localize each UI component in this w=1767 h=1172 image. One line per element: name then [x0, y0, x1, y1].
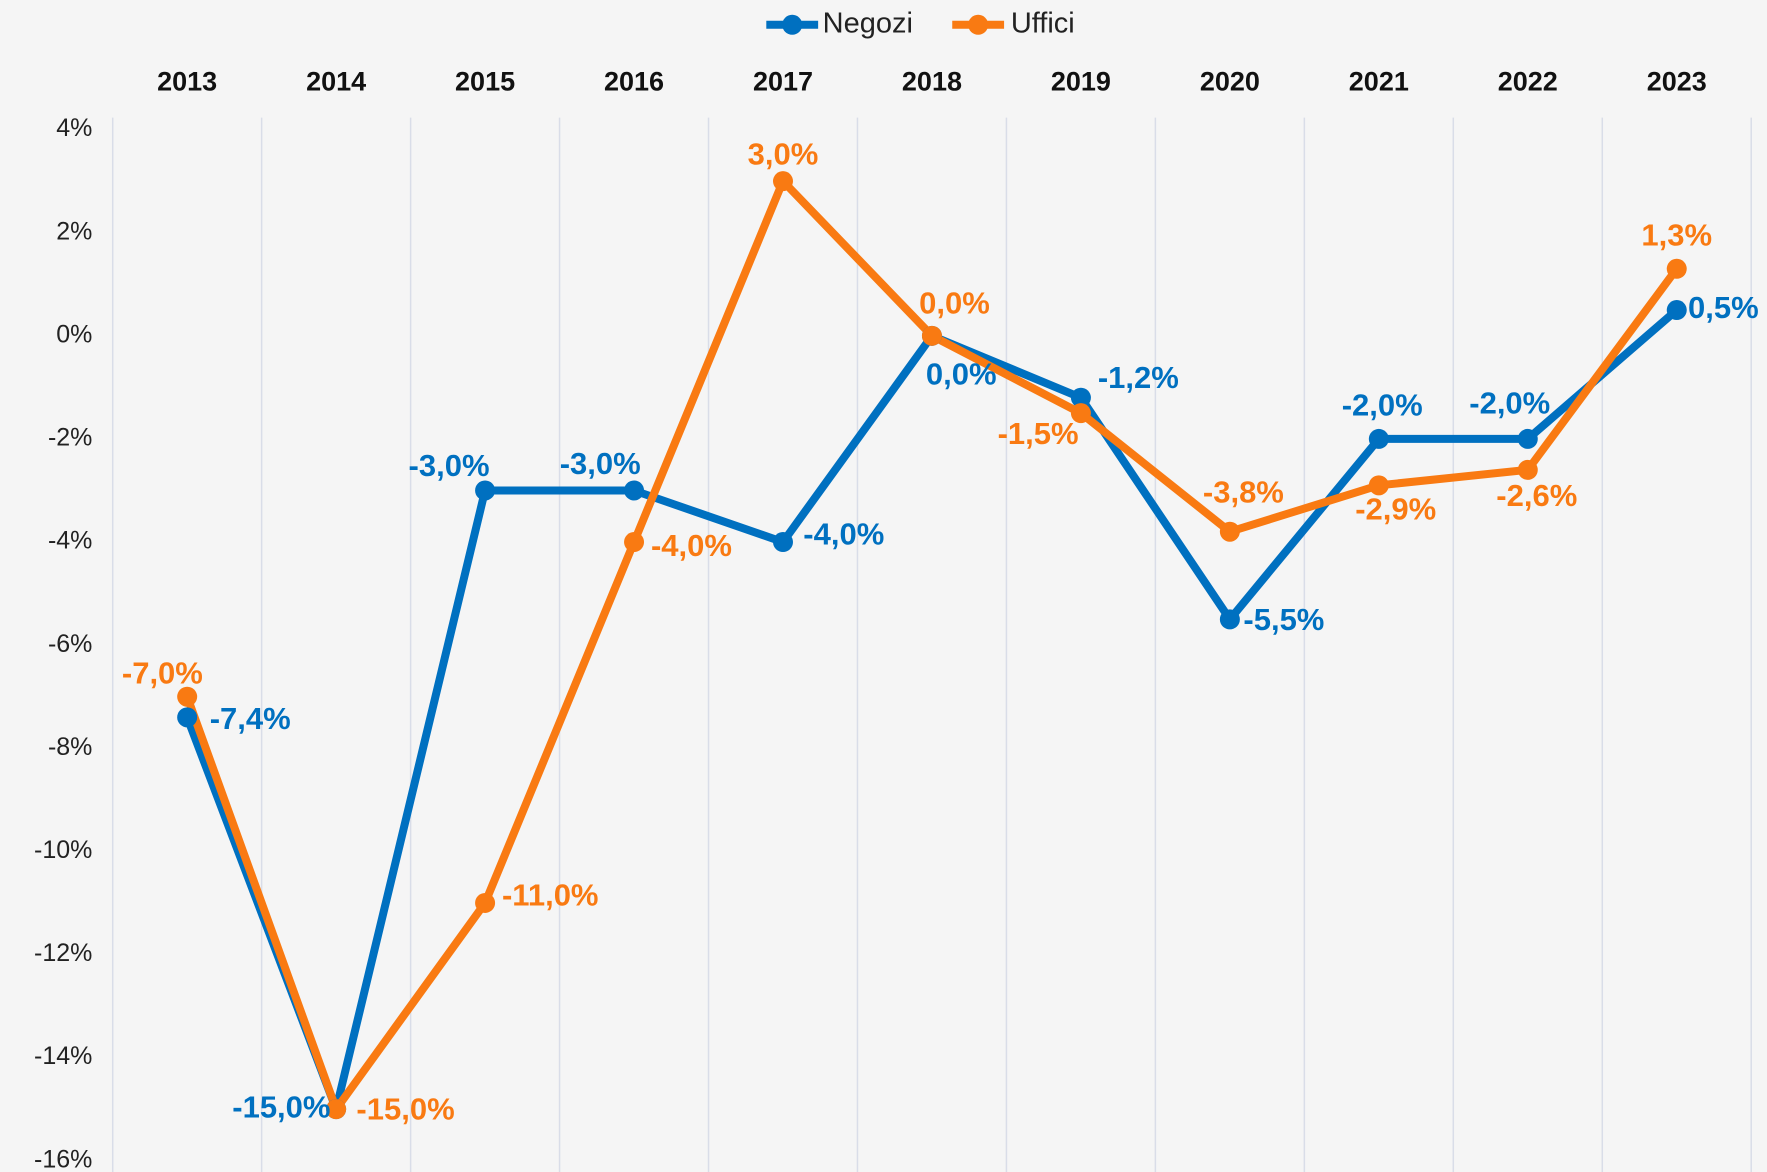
- data-label: -2,6%: [1496, 478, 1577, 513]
- data-label: -2,9%: [1355, 491, 1436, 526]
- y-tick-label: 4%: [56, 114, 92, 142]
- y-tick-label: 2%: [56, 217, 92, 245]
- x-tick-label: 2015: [455, 67, 515, 97]
- x-tick-label: 2017: [753, 67, 813, 97]
- y-tick-label: -14%: [34, 1042, 92, 1070]
- x-tick-label: 2021: [1349, 67, 1409, 97]
- data-point: [624, 532, 645, 553]
- data-point: [1219, 521, 1240, 542]
- x-tick-label: 2020: [1200, 67, 1260, 97]
- legend-label: Negozi: [823, 7, 913, 39]
- data-label: -1,5%: [998, 416, 1079, 451]
- data-point: [1666, 300, 1687, 321]
- data-point: [1219, 609, 1240, 630]
- y-tick-label: -4%: [48, 527, 92, 555]
- data-point: [624, 480, 645, 501]
- data-label: -3,8%: [1203, 475, 1284, 510]
- data-label: -15,0%: [232, 1089, 330, 1124]
- y-tick-label: -10%: [34, 836, 92, 864]
- data-label: -3,0%: [409, 448, 490, 483]
- data-label: -1,2%: [1098, 360, 1179, 395]
- data-label: 0,0%: [919, 286, 990, 321]
- y-tick-label: -8%: [48, 733, 92, 761]
- data-point: [1368, 475, 1389, 496]
- x-tick-label: 2022: [1498, 67, 1558, 97]
- data-label: -2,0%: [1342, 388, 1423, 423]
- data-point: [1517, 428, 1538, 449]
- x-tick-label: 2018: [902, 67, 962, 97]
- y-tick-label: -16%: [34, 1145, 92, 1172]
- data-label: -4,0%: [651, 528, 732, 563]
- legend-marker: [968, 14, 989, 35]
- data-point: [1517, 459, 1538, 480]
- data-label: -4,0%: [803, 517, 884, 552]
- data-label: -11,0%: [502, 877, 599, 912]
- data-point: [177, 707, 198, 728]
- data-label: 3,0%: [748, 137, 819, 172]
- data-point: [475, 892, 496, 913]
- data-label: 0,0%: [926, 357, 997, 392]
- y-tick-label: -2%: [48, 424, 92, 452]
- x-tick-label: 2013: [157, 67, 217, 97]
- y-tick-label: -12%: [34, 939, 92, 967]
- data-label: -7,0%: [122, 655, 203, 690]
- data-point: [772, 171, 793, 192]
- legend-marker: [782, 14, 803, 35]
- data-point: [475, 480, 496, 501]
- data-point: [326, 1099, 347, 1120]
- data-point: [1070, 403, 1091, 424]
- legend-label: Uffici: [1011, 7, 1075, 39]
- x-tick-label: 2016: [604, 67, 664, 97]
- data-label: 1,3%: [1641, 217, 1712, 252]
- data-point: [1368, 428, 1389, 449]
- data-point: [1070, 387, 1091, 408]
- data-label: -15,0%: [356, 1092, 454, 1127]
- data-point: [177, 686, 198, 707]
- data-point: [1666, 258, 1687, 279]
- data-label: -2,0%: [1469, 385, 1550, 420]
- data-point: [772, 532, 793, 553]
- x-tick-label: 2014: [306, 67, 366, 97]
- data-point: [921, 325, 942, 346]
- data-label: -7,4%: [210, 701, 291, 736]
- data-label: -5,5%: [1243, 602, 1324, 637]
- data-label: -3,0%: [560, 446, 641, 481]
- y-tick-label: -6%: [48, 630, 92, 658]
- data-label: 0,5%: [1688, 290, 1759, 325]
- y-tick-label: 0%: [56, 320, 92, 348]
- x-tick-label: 2019: [1051, 67, 1111, 97]
- x-tick-label: 2023: [1647, 67, 1707, 97]
